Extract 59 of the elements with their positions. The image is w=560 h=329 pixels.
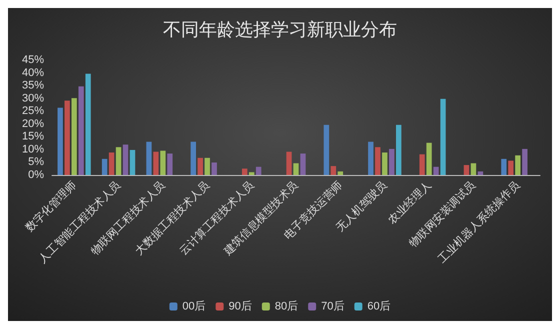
y-tick-label: 25% <box>22 105 44 118</box>
y-tick-label: 15% <box>22 130 44 143</box>
bar <box>515 155 520 175</box>
y-tick-label: 5% <box>28 156 44 168</box>
y-tick-label: 10% <box>22 143 44 156</box>
bar <box>72 98 77 175</box>
bar <box>440 98 446 175</box>
bar <box>375 147 380 175</box>
legend-label: 80后 <box>274 300 298 312</box>
bar <box>330 166 336 175</box>
bar <box>78 86 84 175</box>
bar <box>464 165 470 175</box>
bar <box>108 152 114 175</box>
y-tick-label: 20% <box>22 118 44 130</box>
bar <box>204 158 210 175</box>
bar <box>153 152 159 175</box>
chart-title: 不同年龄选择学习新职业分布 <box>163 20 397 40</box>
y-tick-label: 30% <box>22 92 44 104</box>
bar <box>338 171 344 175</box>
bar <box>396 124 402 175</box>
bar <box>478 171 484 175</box>
bar <box>501 158 507 175</box>
bar <box>198 158 203 175</box>
bar <box>212 162 217 175</box>
bar <box>324 124 330 175</box>
bar <box>470 163 476 175</box>
y-tick-label: 0% <box>28 169 44 181</box>
bar <box>116 147 122 175</box>
bar <box>300 154 306 175</box>
bar <box>419 154 425 175</box>
bar <box>286 152 292 175</box>
bar <box>85 74 91 175</box>
bar <box>146 142 152 175</box>
legend-label: 90后 <box>228 300 252 312</box>
legend-label: 70后 <box>321 300 344 312</box>
bar <box>368 142 374 175</box>
y-tick-label: 40% <box>22 66 44 79</box>
bar <box>256 166 262 175</box>
bar <box>522 148 528 175</box>
bar <box>389 148 394 175</box>
bar <box>130 150 136 175</box>
bar <box>382 152 388 175</box>
bar <box>190 142 196 175</box>
bar <box>433 166 439 175</box>
bar <box>64 100 70 175</box>
bar <box>242 168 248 175</box>
bar <box>160 150 166 175</box>
bar <box>58 108 63 175</box>
bar <box>248 172 254 175</box>
legend-label: 60后 <box>367 300 391 312</box>
bar <box>426 142 432 175</box>
bar <box>102 158 108 175</box>
y-tick-label: 45% <box>22 54 44 66</box>
y-tick-label: 35% <box>22 80 44 92</box>
bar <box>508 160 514 175</box>
bar <box>293 163 299 175</box>
bar <box>167 154 173 175</box>
bar <box>122 144 128 175</box>
legend-label: 00后 <box>182 300 206 312</box>
